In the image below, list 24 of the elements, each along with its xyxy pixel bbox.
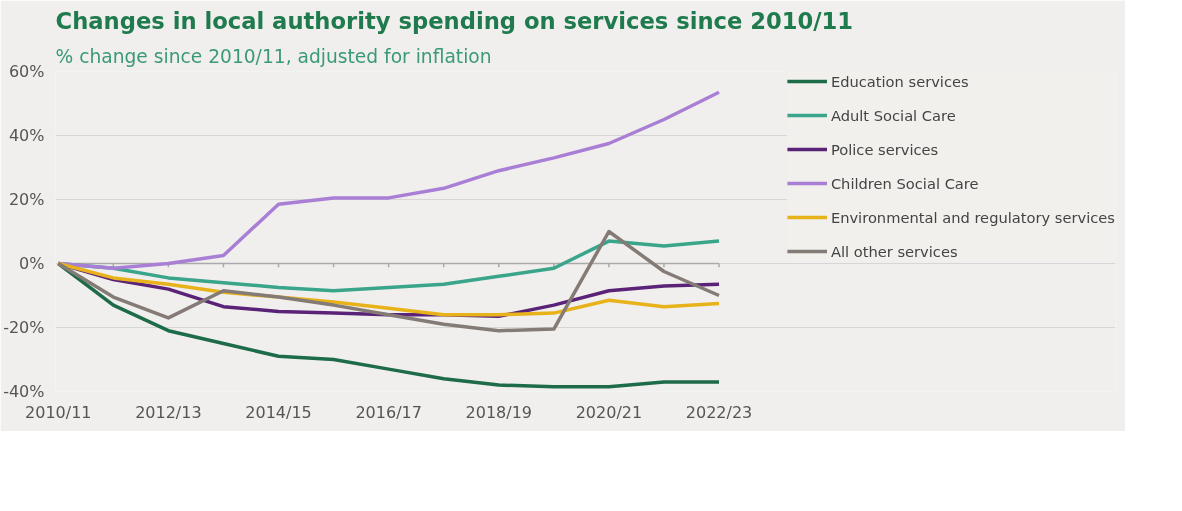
line-series [56, 229, 721, 333]
chart-subtitle: % change since 2010/11, adjusted for inflation [55, 45, 492, 67]
y-tick-label: 20% [8, 190, 45, 209]
legend-label: Police services [830, 140, 939, 158]
line-series [56, 90, 721, 271]
x-tick-label: 2012/13 [135, 402, 202, 422]
x-tick-label: 2018/19 [465, 402, 533, 422]
y-tick-label: 40% [8, 126, 45, 145]
line-series [56, 261, 721, 389]
legend-label: Education services [830, 72, 969, 90]
legend-label: All other services [830, 242, 958, 260]
x-tick-label: 2020/21 [575, 402, 643, 422]
legend-label: Children Social Care [830, 174, 979, 192]
chart-title: Changes in local authority spending on services since 2010/11 [55, 7, 854, 34]
legend-label: Adult Social Care [830, 106, 956, 124]
y-tick-label: 0% [19, 254, 45, 273]
x-tick-label: 2010/11 [25, 402, 92, 422]
x-tick-label: 2014/15 [245, 402, 312, 422]
y-tick-label: -40% [3, 382, 45, 401]
y-tick-label: -20% [3, 318, 45, 337]
x-tick-label: 2022/23 [685, 402, 753, 422]
y-tick-label: 60% [8, 62, 45, 81]
x-tick-label: 2016/17 [355, 402, 422, 422]
legend-label: Environmental and regulatory services [830, 208, 1115, 226]
